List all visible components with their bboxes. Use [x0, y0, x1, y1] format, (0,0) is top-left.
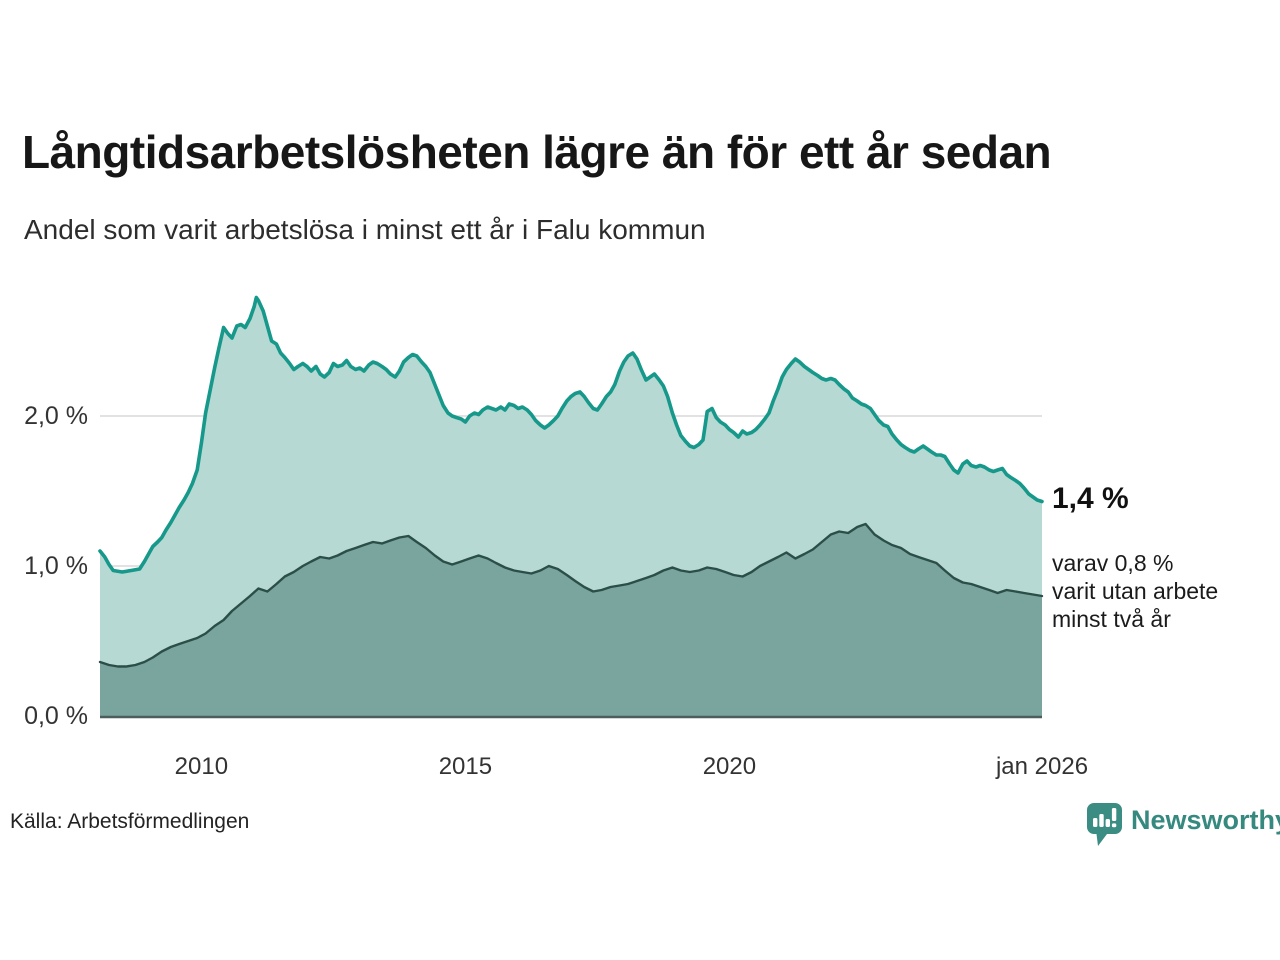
two-year-annotation-line-2: varit utan arbete — [1052, 578, 1219, 604]
newsworthy-wordmark: Newsworthy — [1131, 805, 1280, 835]
line-series-1 — [98, 522, 1044, 668]
chart-subtitle: Andel som varit arbetslösa i minst ett å… — [24, 214, 706, 245]
latest-value-label: 1,4 % — [1052, 482, 1129, 515]
bar-chart-speech-bubble-icon — [1087, 803, 1122, 846]
y-axis-tick-label: 2,0 % — [24, 402, 88, 430]
y-axis-tick-label: 0,0 % — [24, 702, 88, 730]
x-axis-tick-label: 2020 — [702, 753, 757, 780]
x-axis-tick-label: jan 2026 — [995, 753, 1089, 780]
x-axis-tick-label: 2010 — [174, 753, 229, 780]
source-credit: Källa: Arbetsförmedlingen — [10, 810, 250, 833]
y-axis-tick-label: 1,0 % — [24, 552, 88, 580]
line-series-0 — [98, 295, 1044, 574]
newsworthy-logo: Newsworthy — [1086, 802, 1280, 848]
area-series-1 — [100, 524, 1042, 716]
two-year-annotation-line-1: varav 0,8 % — [1052, 550, 1174, 576]
two-year-annotation: varav 0,8 % varit utan arbete minst två … — [1052, 549, 1218, 633]
x-axis-tick-label: 2015 — [438, 753, 493, 780]
page-title: Långtidsarbetslösheten lägre än för ett … — [22, 126, 1052, 178]
two-year-annotation-line-3: minst två år — [1052, 606, 1171, 632]
